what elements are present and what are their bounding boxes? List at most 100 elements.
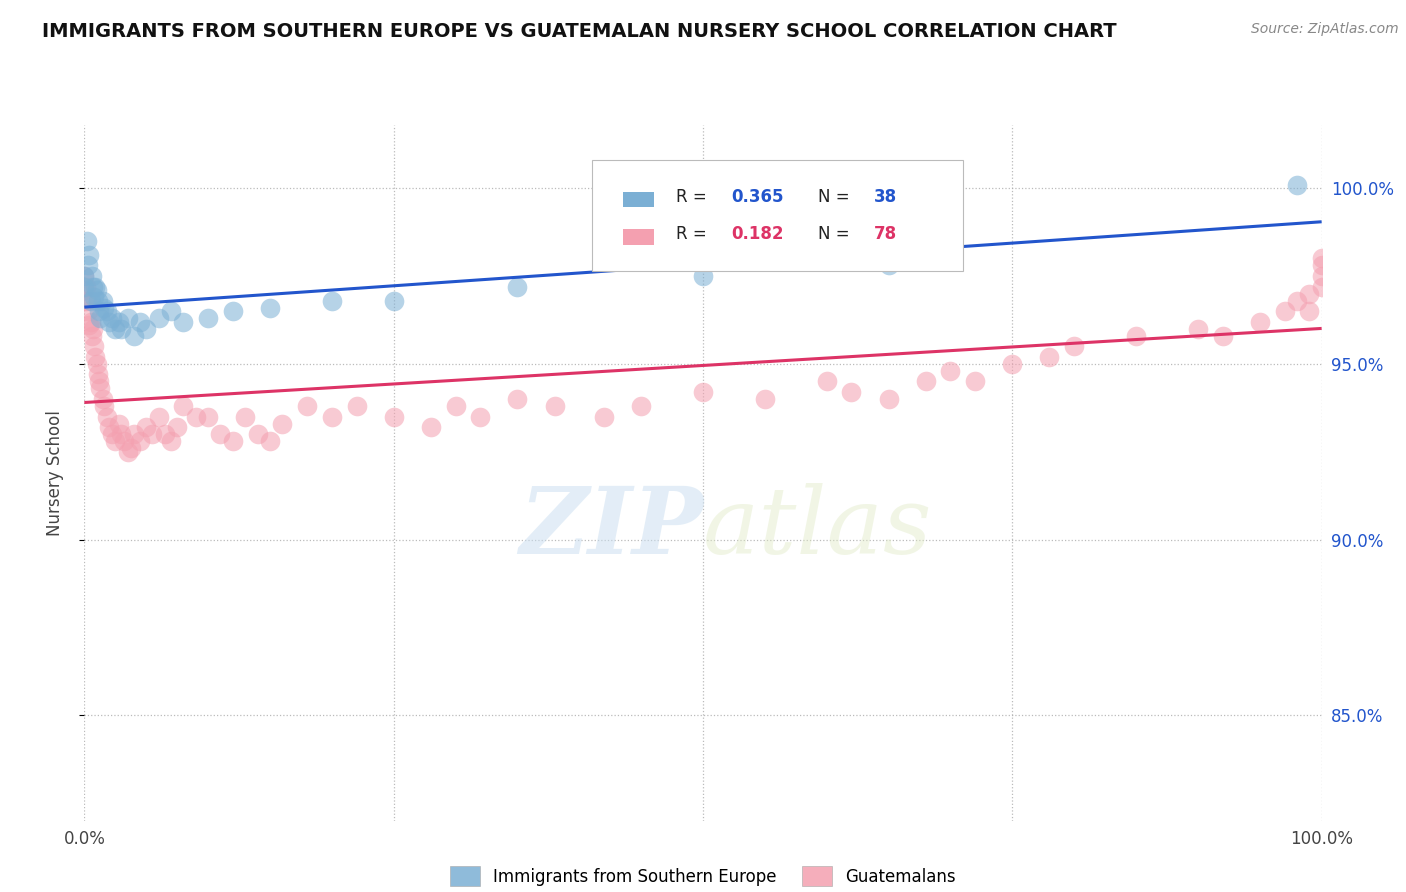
Point xyxy=(76,234,98,248)
Point xyxy=(117,444,139,458)
Point xyxy=(112,434,135,449)
Point xyxy=(160,304,183,318)
Point xyxy=(382,293,405,308)
Text: ZIP: ZIP xyxy=(519,483,703,574)
Point xyxy=(172,315,194,329)
Point xyxy=(1310,268,1333,283)
Point xyxy=(98,315,121,329)
Point xyxy=(100,427,122,442)
Text: Source: ZipAtlas.com: Source: ZipAtlas.com xyxy=(1251,22,1399,37)
Point xyxy=(98,420,121,434)
Point xyxy=(815,375,838,389)
Point xyxy=(1298,304,1320,318)
Point xyxy=(172,399,194,413)
Point xyxy=(246,427,269,442)
FancyBboxPatch shape xyxy=(592,160,963,271)
Text: IMMIGRANTS FROM SOUTHERN EUROPE VS GUATEMALAN NURSERY SCHOOL CORRELATION CHART: IMMIGRANTS FROM SOUTHERN EUROPE VS GUATE… xyxy=(42,22,1116,41)
Text: N =: N = xyxy=(818,187,855,205)
Point xyxy=(122,328,145,343)
Point xyxy=(419,420,441,434)
Point xyxy=(197,409,219,424)
Point xyxy=(129,315,152,329)
Point xyxy=(222,434,245,449)
Point xyxy=(91,293,114,308)
Point xyxy=(346,399,368,413)
Point xyxy=(1212,328,1234,343)
Point xyxy=(1298,286,1320,301)
Point xyxy=(79,315,101,329)
Point xyxy=(80,328,103,343)
Text: 38: 38 xyxy=(873,187,897,205)
Point xyxy=(91,392,114,406)
Point xyxy=(295,399,318,413)
Point xyxy=(1285,293,1308,308)
Point xyxy=(135,321,157,335)
Point xyxy=(82,321,104,335)
Point xyxy=(259,301,281,315)
Point xyxy=(321,293,343,308)
Text: 78: 78 xyxy=(873,225,897,244)
Point xyxy=(444,399,467,413)
Point xyxy=(1285,178,1308,192)
Point xyxy=(87,368,110,382)
Text: 0.365: 0.365 xyxy=(731,187,785,205)
Point xyxy=(543,399,565,413)
Point xyxy=(754,392,776,406)
Point xyxy=(75,279,97,293)
Point xyxy=(914,375,936,389)
Point xyxy=(506,392,529,406)
Point xyxy=(73,283,96,297)
Point xyxy=(877,392,900,406)
Point xyxy=(1249,315,1271,329)
Point xyxy=(209,427,232,442)
Point xyxy=(89,375,111,389)
Point xyxy=(73,279,96,293)
Point xyxy=(73,268,96,283)
Point xyxy=(79,248,101,262)
Text: N =: N = xyxy=(818,225,855,244)
Point xyxy=(939,364,962,378)
Point xyxy=(1125,328,1147,343)
Text: R =: R = xyxy=(676,225,711,244)
Point xyxy=(153,427,176,442)
Point xyxy=(197,311,219,326)
Point xyxy=(79,293,101,308)
Point xyxy=(1038,350,1060,364)
Point xyxy=(96,304,118,318)
Point xyxy=(89,304,111,318)
Point xyxy=(76,293,98,308)
Point xyxy=(259,434,281,449)
Point xyxy=(1310,259,1333,273)
Point xyxy=(80,268,103,283)
Point xyxy=(321,409,343,424)
Point xyxy=(110,427,132,442)
Point xyxy=(120,441,142,455)
Point xyxy=(83,290,105,304)
Point xyxy=(593,409,616,424)
Point xyxy=(271,417,294,431)
Point xyxy=(470,409,492,424)
Point xyxy=(108,417,131,431)
Point xyxy=(89,381,111,395)
Point xyxy=(87,293,110,308)
Point xyxy=(692,268,714,283)
Point xyxy=(86,357,108,371)
Y-axis label: Nursery School: Nursery School xyxy=(45,409,63,536)
Point xyxy=(630,399,652,413)
Text: R =: R = xyxy=(676,187,711,205)
Point xyxy=(110,321,132,335)
Point xyxy=(184,409,207,424)
Point xyxy=(1001,357,1024,371)
Point xyxy=(1063,339,1085,353)
Point xyxy=(841,384,863,399)
Point xyxy=(166,420,188,434)
Point xyxy=(141,427,163,442)
Point xyxy=(122,427,145,442)
Point xyxy=(877,259,900,273)
Point xyxy=(93,301,115,315)
FancyBboxPatch shape xyxy=(623,229,654,244)
Point xyxy=(86,283,108,297)
Point xyxy=(135,420,157,434)
Point xyxy=(93,399,115,413)
Point xyxy=(77,304,100,318)
